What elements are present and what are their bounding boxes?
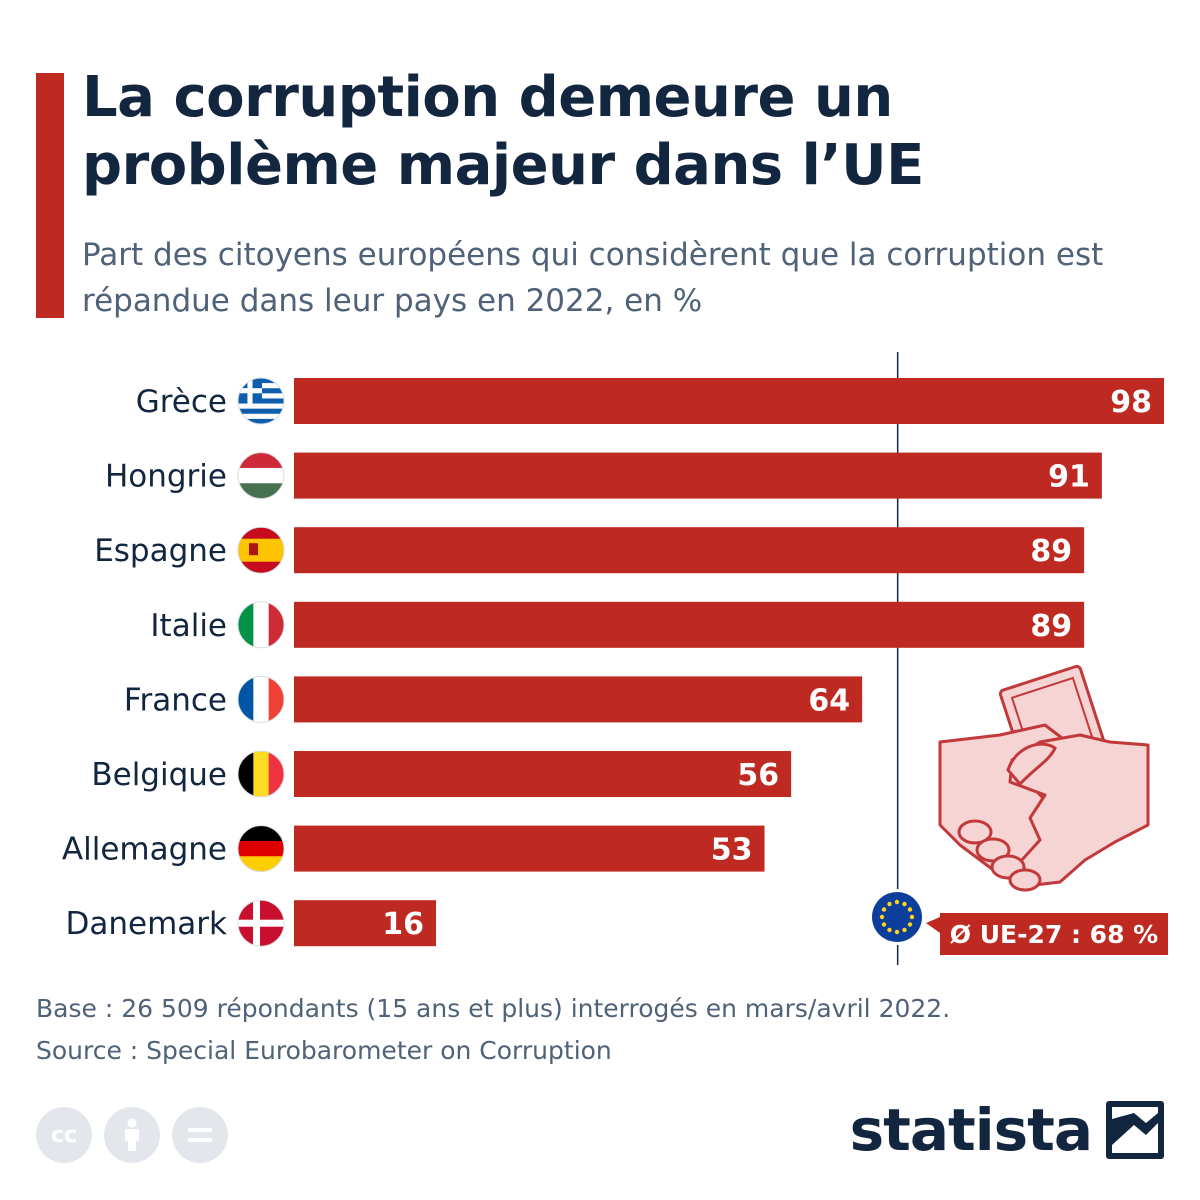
category-label: Belgique (91, 757, 227, 793)
germany-flag-icon (237, 825, 285, 873)
footnote: Base : 26 509 répondants (15 ans et plus… (36, 988, 1166, 1072)
bar-value-label: 98 (1110, 385, 1152, 420)
bar-belgique (294, 751, 792, 797)
bar-grèce (294, 378, 1164, 424)
greece-flag-icon (237, 377, 285, 425)
category-label: France (124, 682, 227, 718)
bar-danemark (294, 900, 437, 947)
title-accent-bar (36, 73, 64, 318)
category-label: Allemagne (62, 832, 227, 868)
eu-average-label-box (940, 913, 1168, 955)
creative-commons-icon[interactable]: cc (36, 1107, 92, 1163)
eu-average-label: Ø UE-27 : 68 % (950, 920, 1158, 949)
denmark-flag-icon (237, 899, 285, 947)
chart-title: La corruption demeure un problème majeur… (82, 65, 924, 198)
bar-allemagne (294, 825, 765, 872)
spain-flag-icon (237, 526, 285, 574)
hungary-flag-icon (237, 452, 285, 500)
category-label: Danemark (66, 906, 228, 942)
base-note: Base : 26 509 répondants (15 ans et plus… (36, 994, 951, 1023)
attribution-icon[interactable] (104, 1107, 160, 1163)
category-label: Italie (150, 608, 227, 644)
license-icons: cc (36, 1107, 228, 1163)
bar-value-label: 16 (382, 907, 424, 942)
bar-italie (294, 601, 1085, 648)
bar-france (294, 676, 863, 723)
category-label: Espagne (94, 533, 227, 569)
handshake-money-icon (938, 664, 1150, 892)
source-note: Source : Special Eurobarometer on Corrup… (36, 1036, 612, 1065)
bar-value-label: 56 (737, 758, 779, 793)
chart-subtitle: Part des citoyens européens qui considèr… (82, 237, 1104, 319)
bar-value-label: 91 (1048, 460, 1090, 495)
bar-value-label: 89 (1030, 534, 1072, 569)
brand-name: statista (849, 1096, 1093, 1164)
bar-value-label: 89 (1030, 609, 1072, 644)
bar-hongrie (294, 452, 1102, 499)
category-label: Grèce (136, 384, 227, 420)
statista-logo-icon (1106, 1101, 1164, 1159)
no-derivatives-icon[interactable] (172, 1107, 228, 1163)
bar-espagne (294, 527, 1085, 574)
eu-flag-icon (872, 892, 922, 942)
bar-value-label: 53 (711, 833, 753, 868)
statista-logo[interactable]: statista (850, 1096, 1164, 1164)
france-flag-icon (237, 675, 285, 723)
eu-average-marker: Ø UE-27 : 68 % (869, 889, 1168, 955)
bar-value-label: 64 (808, 683, 850, 718)
category-label: Hongrie (105, 459, 227, 495)
italy-flag-icon (237, 601, 285, 649)
belgium-flag-icon (237, 750, 285, 798)
